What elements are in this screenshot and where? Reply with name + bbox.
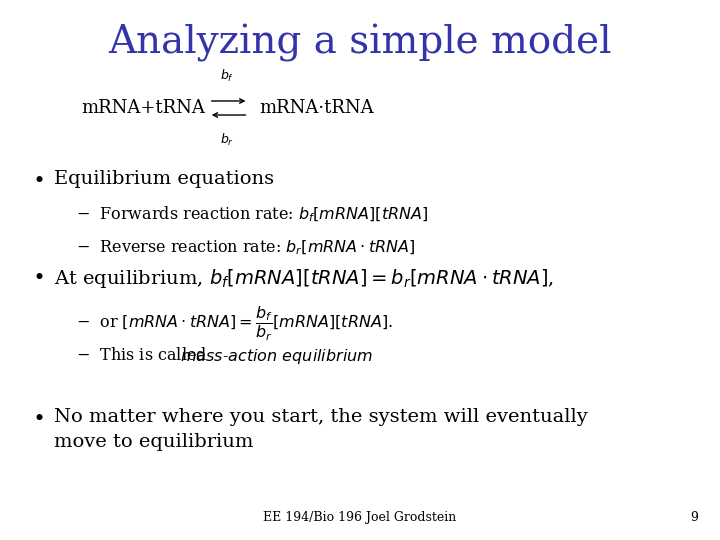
- Text: Equilibrium equations: Equilibrium equations: [54, 170, 274, 188]
- Text: $b_r$: $b_r$: [220, 132, 234, 149]
- Text: $-$  or $[mRNA \cdot tRNA] = \dfrac{b_f}{b_r}[mRNA][tRNA]$.: $-$ or $[mRNA \cdot tRNA] = \dfrac{b_f}{…: [76, 305, 392, 343]
- Text: $\it{mass}$-$\it{action\ equilibrium}$: $\it{mass}$-$\it{action\ equilibrium}$: [180, 347, 373, 366]
- Text: $-$  Reverse reaction rate: $b_r[mRNA \cdot tRNA]$: $-$ Reverse reaction rate: $b_r[mRNA \cd…: [76, 238, 415, 256]
- Text: Analyzing a simple model: Analyzing a simple model: [108, 24, 612, 62]
- Text: $-$  This is called: $-$ This is called: [76, 347, 207, 365]
- Text: $-$  Forwards reaction rate: $b_f[mRNA][tRNA]$: $-$ Forwards reaction rate: $b_f[mRNA][t…: [76, 204, 428, 224]
- Text: mRNA·tRNA: mRNA·tRNA: [259, 99, 374, 117]
- Text: 9: 9: [690, 511, 698, 524]
- Text: mRNA+tRNA: mRNA+tRNA: [81, 99, 205, 117]
- Text: At equilibrium, $b_f[mRNA][tRNA] = b_r[mRNA \cdot tRNA]$,: At equilibrium, $b_f[mRNA][tRNA] = b_r[m…: [54, 267, 554, 291]
- Text: No matter where you start, the system will eventually
move to equilibrium: No matter where you start, the system wi…: [54, 408, 588, 451]
- Text: $\bullet$: $\bullet$: [32, 170, 44, 189]
- Text: EE 194/Bio 196 Joel Grodstein: EE 194/Bio 196 Joel Grodstein: [264, 511, 456, 524]
- Text: $b_f$: $b_f$: [220, 68, 234, 84]
- Text: $\bullet$: $\bullet$: [32, 408, 44, 427]
- Text: $\bullet$: $\bullet$: [32, 267, 44, 286]
